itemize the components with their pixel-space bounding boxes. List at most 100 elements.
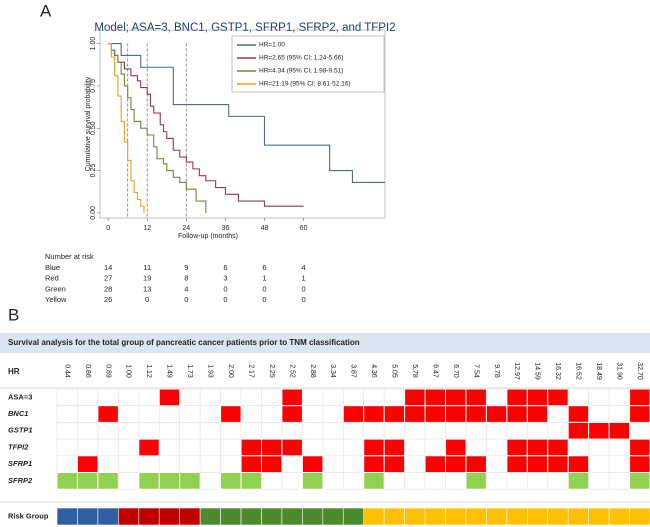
matrix-cell [261,405,283,423]
x-tick-label: 48 [261,225,269,232]
matrix-cell [281,388,303,407]
hr-value: 6.70 [452,364,459,378]
matrix-cell [547,438,569,457]
hr-value: 16.52 [575,362,582,380]
matrix-cell [383,472,405,490]
matrix-cell [260,455,283,473]
matrix-cell [220,405,242,423]
hr-value: 2.00 [227,364,234,378]
matrix-cell [608,472,630,490]
matrix-cell [56,438,78,457]
risk-count: 0 [223,295,227,304]
matrix-cell [322,388,344,407]
matrix-cell [240,438,262,457]
matrix-cell [138,405,160,423]
survival-curve [108,42,145,213]
hr-value: 2.25 [268,364,275,378]
matrix-cell [322,405,344,423]
matrix-cell [118,388,140,407]
matrix-cell [220,455,242,473]
matrix-cell [506,472,528,490]
matrix-cell [322,455,344,473]
matrix-cell [424,438,446,457]
risk-group-cell [629,507,650,526]
matrix-cell [342,405,365,423]
matrix-cell [588,472,610,490]
risk-count: 0 [262,295,266,304]
matrix-cell [404,438,426,457]
matrix-cell [486,422,508,440]
survival-curve [108,42,304,207]
matrix-cell [281,438,303,457]
matrix-cell [404,472,426,490]
matrix-cell [404,388,426,407]
risk-group-cell [383,507,405,526]
legend-label: HR=2.65 (95% CI; 1.24-5.66) [259,55,343,62]
matrix-cell [485,405,508,423]
matrix-cell [158,472,181,490]
matrix-cell [179,388,201,407]
risk-count: 0 [145,295,149,304]
hr-value: 16.32 [554,362,561,380]
risk-count: 26 [104,295,112,304]
matrix-cell [404,455,426,473]
matrix-cell [445,455,467,473]
matrix-cell [526,438,549,457]
matrix-cell [465,438,487,457]
hr-value: 6.47 [431,364,438,378]
legend-label: HR=4.34 (95% CI; 1.98-9.51) [259,68,343,75]
matrix-cell [363,388,385,407]
risk-group-cell [56,507,78,526]
x-tick-label: 12 [143,225,151,232]
matrix-cell [158,405,180,423]
matrix-cell [588,388,610,407]
matrix-cell [404,405,426,423]
matrix-cell [567,388,589,407]
risk-group-cell [302,507,324,526]
matrix-cell [179,472,201,490]
matrix-cell [97,438,119,457]
risk-group-cell [588,507,610,526]
legend-box [231,35,385,93]
matrix-cell [76,455,99,473]
matrix-cell [76,472,99,490]
risk-count: 1 [301,274,305,283]
row-label: GSTP1 [8,426,33,435]
matrix-cell [301,455,324,473]
hr-value: 31.90 [615,362,622,380]
risk-count: 0 [301,295,305,304]
risk-row-label: Red [45,274,59,283]
row-label: SFRP1 [8,459,32,468]
risk-group-cell [608,507,630,526]
x-tick-label: 36 [222,225,230,232]
matrix-cell [261,388,283,407]
risk-group-cell [506,507,528,526]
matrix-cell [199,438,221,457]
matrix-cell [281,472,303,490]
matrix-cell [547,388,569,407]
matrix-cell [567,438,589,457]
matrix-cell [240,405,262,423]
matrix-cell [302,388,324,407]
matrix-cell [342,422,365,440]
matrix-title-bg [0,333,650,353]
matrix-cell [465,472,487,490]
y-tick-label: 1.00 [90,37,97,51]
matrix-cell [567,405,590,423]
matrix-cell [526,405,549,423]
matrix-cell [445,388,467,407]
hr-value: 12.97 [513,362,520,380]
panel-label: B [8,305,19,324]
risk-count: 0 [301,284,305,293]
risk-table-title: Number at risk [45,252,94,261]
matrix-cell [322,422,344,440]
matrix-cell [527,422,549,440]
risk-count: 0 [262,284,266,293]
matrix-cell [588,455,610,473]
matrix-cell [118,472,140,490]
risk-count: 13 [143,284,151,293]
matrix-cell [608,405,630,423]
hr-value: 4.36 [370,364,377,378]
risk-count: 11 [143,263,151,272]
matrix-cell [342,388,365,407]
